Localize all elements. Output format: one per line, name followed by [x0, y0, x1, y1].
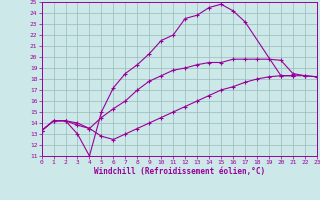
X-axis label: Windchill (Refroidissement éolien,°C): Windchill (Refroidissement éolien,°C) — [94, 167, 265, 176]
